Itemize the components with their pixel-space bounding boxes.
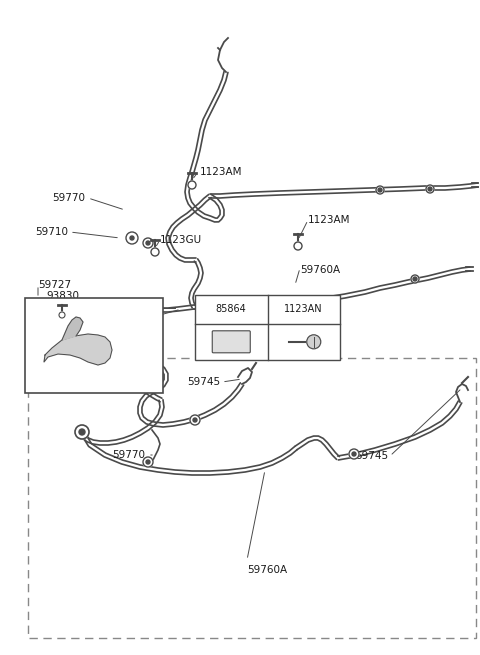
Circle shape (188, 181, 196, 189)
Text: 59760A: 59760A (247, 565, 287, 575)
Text: 1123GU: 1123GU (160, 235, 202, 245)
Bar (195, 295, 340, 360)
Bar (28, 358, 476, 638)
Text: 1123AN: 1123AN (285, 305, 323, 314)
FancyBboxPatch shape (212, 331, 250, 353)
Bar (25, 298, 163, 393)
Text: 59745: 59745 (355, 451, 388, 461)
Circle shape (193, 418, 197, 422)
Circle shape (428, 187, 432, 191)
Text: 59770: 59770 (112, 450, 145, 460)
Text: 59745: 59745 (187, 377, 220, 387)
Text: 59727: 59727 (38, 280, 71, 290)
Circle shape (146, 241, 150, 245)
Text: 59760A: 59760A (300, 265, 340, 275)
Circle shape (75, 425, 89, 439)
Circle shape (294, 242, 302, 250)
Circle shape (130, 236, 134, 240)
Circle shape (426, 185, 434, 193)
Text: 1123AM: 1123AM (200, 167, 242, 177)
Circle shape (126, 232, 138, 244)
Circle shape (146, 460, 150, 464)
Text: 85864: 85864 (216, 305, 247, 314)
Circle shape (143, 238, 153, 248)
Circle shape (376, 186, 384, 194)
Text: 59710: 59710 (35, 227, 68, 237)
Circle shape (378, 188, 382, 192)
Text: 59770: 59770 (52, 193, 85, 203)
Circle shape (190, 415, 200, 425)
Text: 1123AM: 1123AM (308, 215, 350, 225)
Circle shape (79, 429, 85, 435)
Circle shape (349, 449, 359, 459)
Polygon shape (44, 334, 112, 365)
Circle shape (151, 248, 159, 256)
Circle shape (59, 312, 65, 318)
Text: 93830: 93830 (46, 291, 79, 301)
Circle shape (352, 452, 356, 456)
Circle shape (143, 457, 153, 467)
Polygon shape (62, 317, 83, 340)
Circle shape (411, 275, 419, 283)
Circle shape (307, 335, 321, 349)
Circle shape (413, 277, 417, 281)
